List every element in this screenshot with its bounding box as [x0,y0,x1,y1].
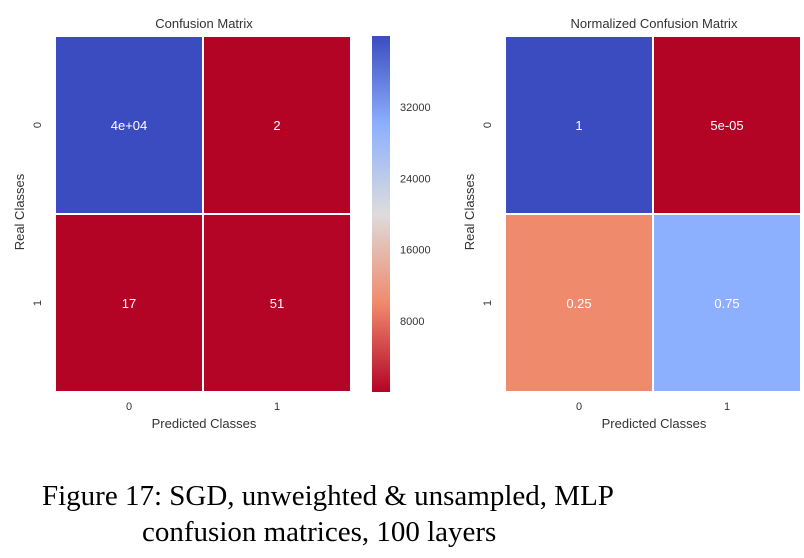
heatmap-cells [504,35,802,393]
heatmap-cell [202,213,352,393]
cell-annotation: 5e-05 [710,118,743,133]
y-tick-labels: 01 [482,122,494,306]
colorbar-gradient [372,36,390,392]
colorbar-tick-label: 32000 [400,102,431,114]
chart-title: Confusion Matrix [155,16,253,31]
cell-annotation: 51 [270,296,284,311]
caption-line-2: confusion matrices, 100 layers [142,516,497,548]
colorbar-tick-label: 16000 [400,245,431,257]
y-axis-label: Real Classes [462,173,477,250]
heatmap-cell [54,213,204,393]
colorbar-tick-labels: 8000 16000 24000 32000 [400,102,431,328]
cell-annotation: 1 [575,118,582,133]
x-tick-label: 0 [576,401,582,413]
x-tick-label: 0 [126,401,132,413]
y-tick-label: 0 [482,122,494,128]
x-axis-label: Predicted Classes [602,416,707,431]
y-tick-label: 1 [32,300,44,306]
caption-line-1: Figure 17: SGD, unweighted & unsampled, … [42,480,614,512]
heatmap-annotations: 4e+04 2 17 51 [111,118,284,311]
normalized-confusion-matrix-chart: Normalized Confusion Matrix 1 5e-05 0.25 0.… [462,16,802,431]
y-tick-labels: 01 [32,122,44,306]
heatmap-annotations: 1 5e-05 0.25 0.75 [566,118,743,311]
colorbar-tick-label: 8000 [400,316,424,328]
heatmap-cell [202,35,352,215]
heatmap-cell [504,213,654,393]
heatmap-cell [54,35,204,215]
cell-annotation: 4e+04 [111,118,148,133]
colorbar-tick-label: 24000 [400,173,431,185]
colorbar: 8000 16000 24000 32000 [372,36,431,392]
x-tick-label: 1 [274,401,280,413]
heatmap-cell [652,213,802,393]
y-tick-label: 1 [482,300,494,306]
cell-annotation: 0.75 [714,296,739,311]
chart-title: Normalized Confusion Matrix [571,16,738,31]
x-axis-label: Predicted Classes [152,416,257,431]
cell-annotation: 17 [122,296,136,311]
heatmap-cell [652,35,802,215]
x-tick-label: 1 [724,401,730,413]
heatmap-cells [54,35,352,393]
y-tick-label: 0 [32,122,44,128]
y-axis-label: Real Classes [12,173,27,250]
heatmap-cell [504,35,654,215]
cell-annotation: 2 [273,118,280,133]
cell-annotation: 0.25 [566,296,591,311]
